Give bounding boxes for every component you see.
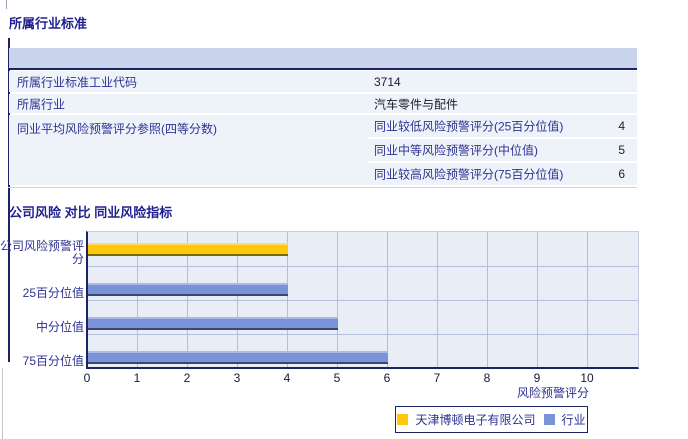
- gridline-vertical: [237, 232, 238, 367]
- gridline-horizontal: [88, 334, 638, 335]
- company-series-swatch: [397, 414, 409, 425]
- industry-bar: [88, 317, 338, 330]
- frame-edge-bottom: [2, 368, 3, 439]
- row-label-industry: 所属行业: [17, 97, 66, 111]
- subrow-value-median: 5: [618, 143, 625, 157]
- x-tick-label: 3: [233, 371, 241, 385]
- subrow-group: 同业较低风险预警评分(25百分位值) 4 同业中等风险预警评分(中位值) 5 同…: [368, 115, 637, 185]
- x-tick-label: 5: [333, 371, 341, 385]
- legend-label-industry: 行业: [561, 413, 586, 427]
- legend-label-company: 天津博顿电子有限公司: [415, 413, 536, 427]
- row-label-cell: 同业平均风险预警评分参照(四等分数): [9, 115, 368, 185]
- industry-bar: [88, 351, 388, 364]
- gridline-vertical: [287, 232, 288, 367]
- row-label-industry-code: 所属行业标准工业代码: [17, 75, 138, 89]
- gridline-vertical: [187, 232, 188, 367]
- x-tick-label: 0: [83, 371, 91, 385]
- x-tick-label: 1: [133, 371, 141, 385]
- x-tick-label: 10: [580, 371, 594, 385]
- table-bottom-border: [8, 187, 637, 188]
- category-label: 25百分位值: [22, 286, 84, 300]
- x-tick-label: 7: [433, 371, 441, 385]
- category-label: 中分位值: [35, 320, 84, 334]
- row-value-industry-code: 3714: [374, 74, 401, 89]
- table-row: 所属行业标准工业代码 3714: [9, 71, 637, 92]
- gridline-horizontal: [88, 266, 638, 267]
- frame-edge-top: [6, 0, 7, 9]
- chart-legend: 天津博顿电子有限公司 行业: [395, 406, 588, 433]
- gridline-vertical: [487, 232, 488, 367]
- x-tick-label: 2: [183, 371, 191, 385]
- gridline-vertical: [387, 232, 388, 367]
- gridline-vertical: [337, 232, 338, 367]
- company-bar: [88, 243, 288, 256]
- gridline-horizontal: [88, 300, 638, 301]
- table-subrow: 同业中等风险预警评分(中位值) 5: [368, 139, 637, 161]
- legend-item-industry: 行业: [543, 411, 586, 428]
- x-axis-title: 风险预警评分: [516, 386, 589, 400]
- subrow-label-median: 同业中等风险预警评分(中位值): [374, 143, 538, 158]
- plot-area: [86, 231, 639, 369]
- table-subrow: 同业较低风险预警评分(25百分位值) 4: [368, 115, 637, 137]
- legend-item-company: 天津博顿电子有限公司: [397, 411, 536, 428]
- category-label: 75百分位值: [22, 354, 84, 368]
- x-tick-label: 6: [383, 371, 391, 385]
- x-tick-label: 8: [483, 371, 491, 385]
- subrow-value-75th: 6: [618, 167, 625, 181]
- gridline-vertical: [537, 232, 538, 367]
- gridline-vertical: [437, 232, 438, 367]
- gridline-vertical: [137, 232, 138, 367]
- chart-category-axis: 公司风险预警评分 25百分位值中分位值 75百分位值: [0, 232, 84, 368]
- x-tick-label: 9: [533, 371, 541, 385]
- subrow-label-25th: 同业较低风险预警评分(25百分位值): [374, 119, 564, 134]
- section-title-risk-comparison: 公司风险 对比 同业风险指标: [9, 205, 173, 220]
- row-value-industry: 汽车零件与配件: [374, 97, 459, 111]
- panel-left-border: [8, 38, 10, 362]
- subrow-label-75th: 同业较高风险预警评分(75百分位值): [374, 167, 564, 182]
- x-tick-label: 4: [283, 371, 291, 385]
- category-label: 公司风险预警评分: [0, 239, 85, 266]
- table-subrow: 同业较高风险预警评分(75百分位值) 6: [368, 163, 637, 185]
- gridline-vertical: [587, 232, 588, 367]
- industry-bar: [88, 283, 288, 296]
- table-row: 所属行业 汽车零件与配件: [9, 94, 637, 113]
- subrow-value-25th: 4: [618, 119, 625, 133]
- section-title-industry-standard: 所属行业标准: [9, 16, 88, 31]
- table-row-group: 同业平均风险预警评分参照(四等分数) 同业较低风险预警评分(25百分位值) 4 …: [9, 115, 637, 185]
- row-label-peer-average: 同业平均风险预警评分参照(四等分数): [17, 122, 217, 136]
- industry-series-swatch: [543, 414, 555, 425]
- table-header-band: [9, 48, 637, 68]
- table-header-divider: [8, 68, 637, 70]
